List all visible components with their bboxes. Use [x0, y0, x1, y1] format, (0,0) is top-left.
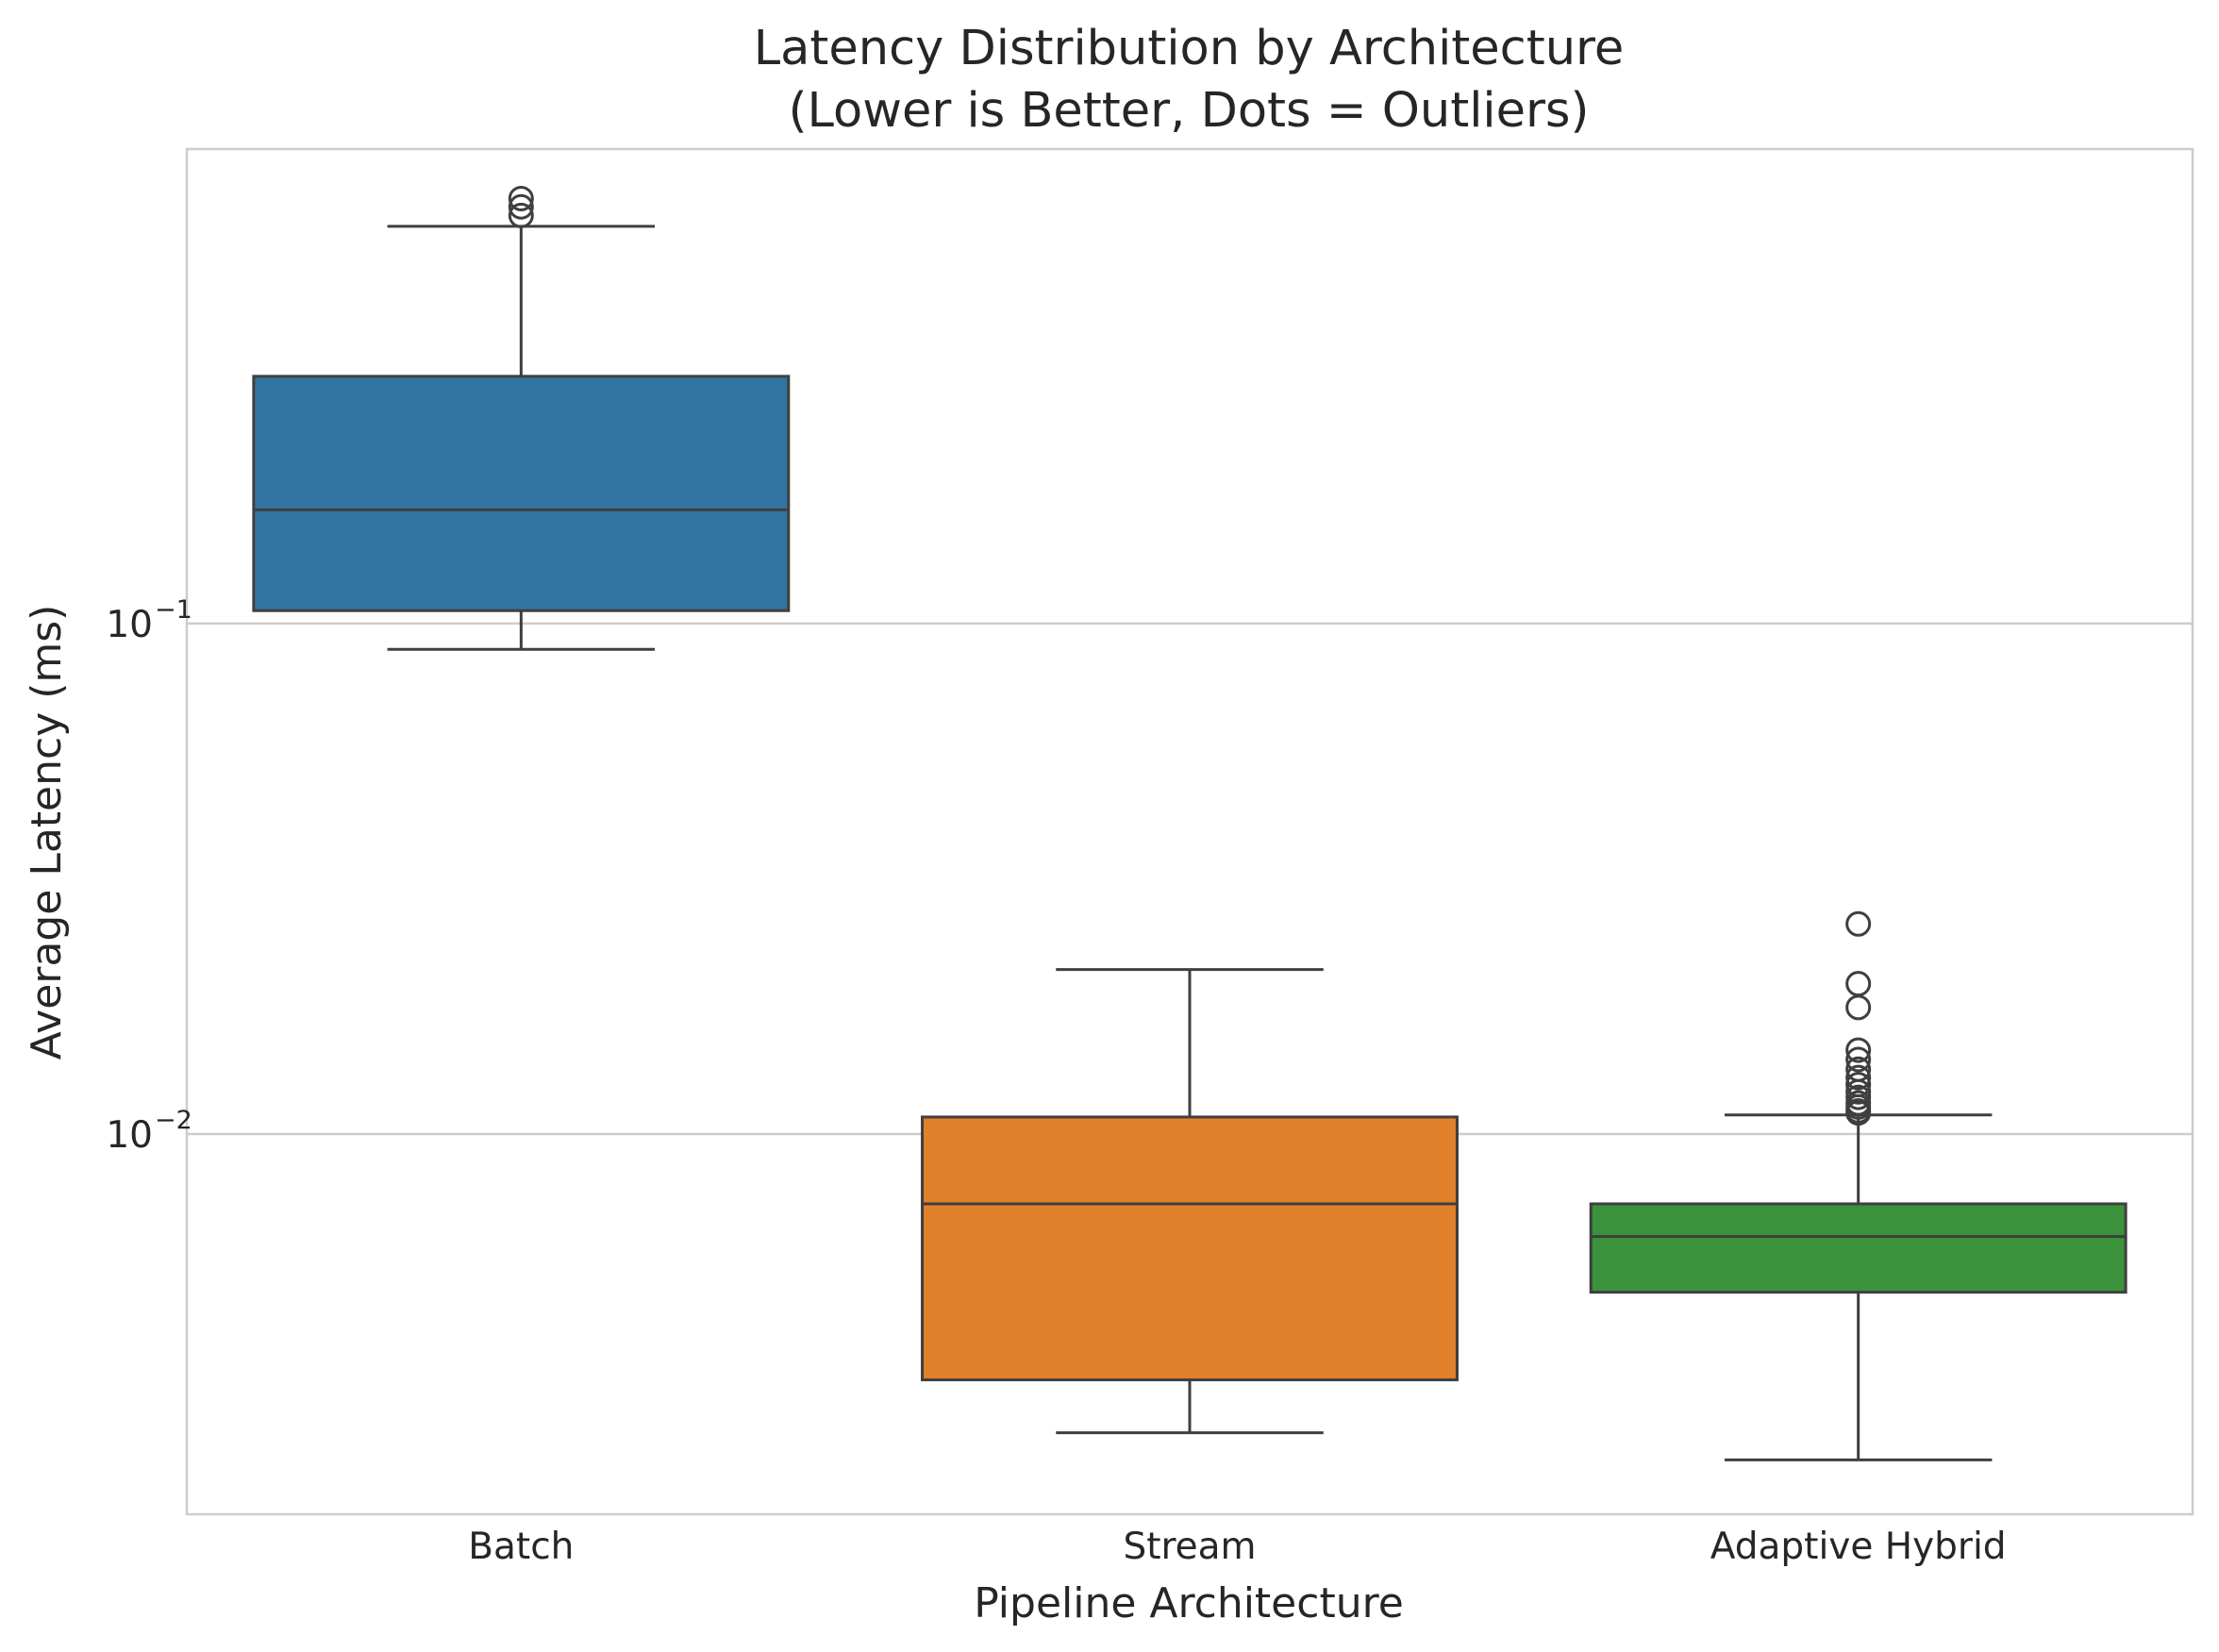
chart-title-line2: (Lower is Better, Dots = Outliers)	[789, 83, 1590, 139]
x-tick-label-1: Stream	[1123, 1526, 1256, 1568]
box-iqr-2	[1589, 1202, 2127, 1294]
y-tick-labels: 10−110−2	[106, 595, 192, 1157]
outlier-point-2-6	[1845, 1064, 1872, 1091]
y-tick-exponent-1: −2	[155, 1106, 192, 1135]
box-iqr-1	[921, 1115, 1459, 1382]
box-group-1	[921, 968, 1459, 1435]
outlier-point-2-1	[1845, 971, 1872, 997]
outlier-point-2-4	[1845, 1046, 1872, 1073]
box-iqr-0	[252, 375, 791, 612]
outlier-point-2-2	[1845, 994, 1872, 1021]
plot-frame	[185, 147, 2194, 1516]
outlier-point-0-0	[508, 185, 534, 211]
outlier-point-0-1	[508, 193, 534, 220]
y-tick-label-0: 10	[106, 604, 153, 646]
x-tick-labels: Batch Stream Adaptive Hybrid	[468, 1526, 2006, 1568]
outlier-point-2-3	[1845, 1037, 1872, 1063]
outlier-point-2-0	[1845, 910, 1872, 937]
y-tick-exponent-0: −1	[155, 595, 192, 625]
x-axis-label: Pipeline Architecture	[974, 1579, 1404, 1627]
x-tick-label-0: Batch	[468, 1526, 574, 1568]
box-series	[252, 185, 2127, 1461]
y-tick-label-1: 10	[106, 1114, 153, 1157]
outlier-point-2-13	[1845, 1100, 1872, 1126]
outlier-point-0-2	[508, 202, 534, 228]
x-tick-label-2: Adaptive Hybrid	[1710, 1526, 2007, 1568]
box-group-0	[252, 185, 791, 651]
chart-title-line1: Latency Distribution by Architecture	[754, 21, 1625, 76]
y-axis-label: Average Latency (ms)	[23, 605, 71, 1060]
box-group-2	[1589, 910, 2127, 1461]
